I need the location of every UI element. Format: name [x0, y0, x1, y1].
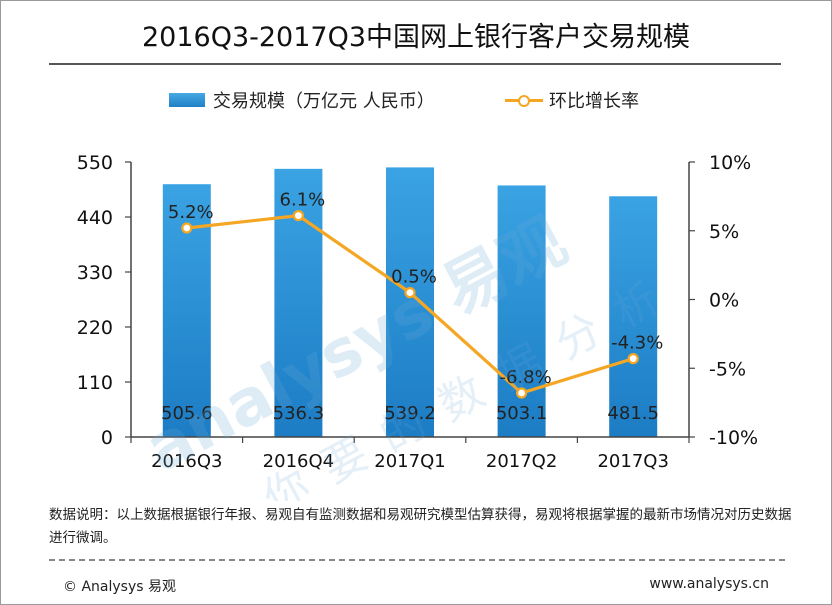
growth-rate-point — [292, 210, 304, 222]
bar-2017Q1 — [386, 167, 434, 437]
left-tick-label: 110 — [77, 372, 113, 394]
bar-value-label: 536.3 — [273, 403, 325, 424]
growth-rate-label: 5.2% — [168, 202, 214, 223]
right-tick-label: 0% — [709, 290, 739, 312]
right-tick-label: 5% — [709, 221, 739, 243]
bar-2017Q2 — [497, 185, 546, 437]
title-divider — [49, 63, 781, 65]
bar-value-label: 539.2 — [384, 403, 436, 424]
bar-2017Q3 — [609, 196, 658, 437]
left-tick-label: 440 — [77, 207, 113, 229]
x-tick-label: 2017Q3 — [597, 451, 668, 472]
left-tick-label: 330 — [77, 262, 113, 284]
x-tick-label: 2017Q1 — [374, 451, 445, 472]
copyright: © Analysys 易观 — [63, 579, 176, 595]
growth-rate-label: 6.1% — [280, 190, 326, 211]
bar-value-label: 505.6 — [161, 403, 213, 424]
growth-rate-label: 0.5% — [391, 267, 437, 288]
legend-item-line: 环比增长率 — [505, 87, 639, 113]
right-tick-label: 10% — [709, 152, 751, 174]
growth-rate-point — [181, 222, 193, 234]
right-tick-label: -5% — [709, 358, 746, 380]
legend-item-bar: 交易规模（万亿元 人民币） — [169, 87, 435, 113]
growth-rate-label: -4.3% — [611, 333, 663, 354]
left-tick-label: 0 — [101, 427, 113, 449]
legend-line-swatch — [505, 93, 543, 107]
growth-rate-point — [627, 353, 639, 365]
website: www.analysys.cn — [649, 576, 769, 592]
legend-line-label: 环比增长率 — [549, 91, 639, 112]
legend-bar-swatch — [169, 93, 205, 107]
right-tick-label: -10% — [709, 427, 758, 449]
left-tick-label: 550 — [77, 152, 113, 174]
bar-value-label: 503.1 — [496, 403, 548, 424]
footer-divider — [49, 559, 785, 561]
growth-rate-point — [404, 287, 416, 299]
x-tick-label: 2017Q2 — [486, 451, 557, 472]
x-tick-label: 2016Q4 — [263, 451, 334, 472]
legend-bar-label: 交易规模（万亿元 人民币） — [213, 91, 435, 112]
left-tick-label: 220 — [77, 317, 113, 339]
bar-value-label: 481.5 — [607, 403, 659, 424]
chart-canvas: 0 110 220 330 440 550 -10% -5% 0% 5% 10% 2016Q3 2016… — [77, 152, 758, 472]
growth-rate-label: -6.8% — [499, 367, 551, 388]
data-note: 数据说明：以上数据根据银行年报、易观自有监测数据和易观研究模型估算获得，易观将根… — [49, 507, 792, 546]
growth-rate-point — [515, 387, 528, 399]
chart-title: 2016Q3-2017Q3中国网上银行客户交易规模 — [141, 22, 691, 53]
x-tick-label: 2016Q3 — [151, 451, 222, 472]
